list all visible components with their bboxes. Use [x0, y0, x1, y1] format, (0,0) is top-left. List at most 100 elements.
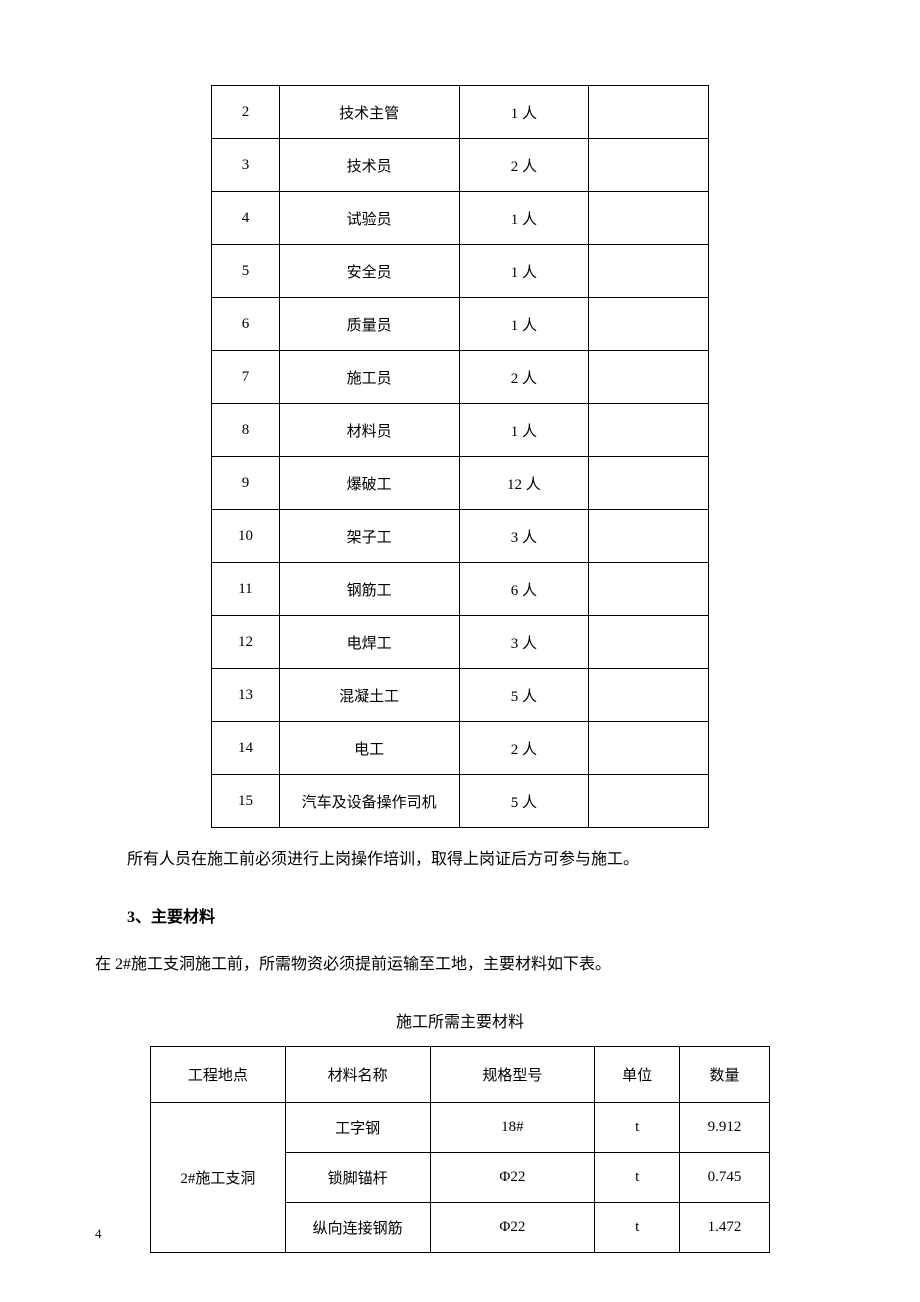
table-row: 7施工员2 人 [212, 351, 709, 404]
table-row: 12电焊工3 人 [212, 616, 709, 669]
row-role: 技术主管 [279, 86, 459, 139]
row-note [589, 510, 709, 563]
table-row: 6质量员1 人 [212, 298, 709, 351]
row-num: 8 [212, 404, 280, 457]
row-num: 5 [212, 245, 280, 298]
table-row: 13混凝土工5 人 [212, 669, 709, 722]
row-note [589, 775, 709, 828]
personnel-table: 2技术主管1 人 3技术员2 人 4试验员1 人 5安全员1 人 6质量员1 人… [211, 85, 709, 828]
header-location: 工程地点 [151, 1046, 286, 1102]
row-count: 5 人 [459, 669, 589, 722]
material-unit: t [595, 1152, 680, 1202]
header-unit: 单位 [595, 1046, 680, 1102]
row-count: 1 人 [459, 86, 589, 139]
row-note [589, 351, 709, 404]
materials-table-head: 工程地点 材料名称 规格型号 单位 数量 [151, 1046, 770, 1102]
row-role: 爆破工 [279, 457, 459, 510]
row-note [589, 616, 709, 669]
row-role: 电焊工 [279, 616, 459, 669]
material-qty: 0.745 [680, 1152, 770, 1202]
row-count: 12 人 [459, 457, 589, 510]
row-count: 2 人 [459, 351, 589, 404]
row-count: 5 人 [459, 775, 589, 828]
row-note [589, 298, 709, 351]
row-count: 1 人 [459, 245, 589, 298]
row-num: 4 [212, 192, 280, 245]
material-qty: 9.912 [680, 1102, 770, 1152]
row-num: 9 [212, 457, 280, 510]
material-spec: Φ22 [430, 1202, 595, 1252]
material-qty: 1.472 [680, 1202, 770, 1252]
material-name: 锁脚锚杆 [285, 1152, 430, 1202]
table-row: 9爆破工12 人 [212, 457, 709, 510]
row-note [589, 192, 709, 245]
row-count: 6 人 [459, 563, 589, 616]
row-num: 11 [212, 563, 280, 616]
row-role: 试验员 [279, 192, 459, 245]
row-num: 12 [212, 616, 280, 669]
row-num: 10 [212, 510, 280, 563]
table-row: 14电工2 人 [212, 722, 709, 775]
material-spec: 18# [430, 1102, 595, 1152]
row-note [589, 457, 709, 510]
row-num: 15 [212, 775, 280, 828]
row-note [589, 86, 709, 139]
material-name: 纵向连接钢筋 [285, 1202, 430, 1252]
row-role: 电工 [279, 722, 459, 775]
header-qty: 数量 [680, 1046, 770, 1102]
row-note [589, 563, 709, 616]
row-role: 架子工 [279, 510, 459, 563]
table-row: 8材料员1 人 [212, 404, 709, 457]
location-cell: 2#施工支洞 [151, 1102, 286, 1252]
table-header-row: 工程地点 材料名称 规格型号 单位 数量 [151, 1046, 770, 1102]
header-spec: 规格型号 [430, 1046, 595, 1102]
table-row: 4试验员1 人 [212, 192, 709, 245]
header-material-name: 材料名称 [285, 1046, 430, 1102]
table-row: 10架子工3 人 [212, 510, 709, 563]
section-heading: 3、主要材料 [95, 903, 825, 927]
row-count: 3 人 [459, 616, 589, 669]
row-count: 1 人 [459, 192, 589, 245]
table-row: 2技术主管1 人 [212, 86, 709, 139]
row-count: 2 人 [459, 139, 589, 192]
table-row: 15汽车及设备操作司机5 人 [212, 775, 709, 828]
page-number: 4 [95, 1226, 102, 1242]
training-note-paragraph: 所有人员在施工前必须进行上岗操作培训，取得上岗证后方可参与施工。 [95, 846, 825, 875]
materials-intro-paragraph: 在 2#施工支洞施工前，所需物资必须提前运输至工地，主要材料如下表。 [95, 951, 825, 980]
materials-table: 工程地点 材料名称 规格型号 单位 数量 2#施工支洞 工字钢 18# t 9.… [150, 1046, 770, 1253]
row-role: 质量员 [279, 298, 459, 351]
material-name: 工字钢 [285, 1102, 430, 1152]
row-count: 2 人 [459, 722, 589, 775]
table-row: 3技术员2 人 [212, 139, 709, 192]
row-num: 7 [212, 351, 280, 404]
row-note [589, 722, 709, 775]
row-role: 技术员 [279, 139, 459, 192]
row-note [589, 139, 709, 192]
row-num: 14 [212, 722, 280, 775]
personnel-table-body: 2技术主管1 人 3技术员2 人 4试验员1 人 5安全员1 人 6质量员1 人… [212, 86, 709, 828]
material-unit: t [595, 1202, 680, 1252]
materials-table-body: 2#施工支洞 工字钢 18# t 9.912 锁脚锚杆 Φ22 t 0.745 … [151, 1102, 770, 1252]
table-row: 2#施工支洞 工字钢 18# t 9.912 [151, 1102, 770, 1152]
row-role: 安全员 [279, 245, 459, 298]
materials-table-title: 施工所需主要材料 [95, 1008, 825, 1032]
row-num: 13 [212, 669, 280, 722]
material-spec: Φ22 [430, 1152, 595, 1202]
row-note [589, 245, 709, 298]
row-role: 混凝土工 [279, 669, 459, 722]
row-role: 施工员 [279, 351, 459, 404]
row-role: 材料员 [279, 404, 459, 457]
row-num: 3 [212, 139, 280, 192]
material-unit: t [595, 1102, 680, 1152]
row-num: 2 [212, 86, 280, 139]
table-row: 11钢筋工6 人 [212, 563, 709, 616]
row-num: 6 [212, 298, 280, 351]
row-count: 1 人 [459, 404, 589, 457]
row-count: 1 人 [459, 298, 589, 351]
row-note [589, 669, 709, 722]
row-count: 3 人 [459, 510, 589, 563]
row-role: 钢筋工 [279, 563, 459, 616]
row-role: 汽车及设备操作司机 [279, 775, 459, 828]
table-row: 5安全员1 人 [212, 245, 709, 298]
row-note [589, 404, 709, 457]
